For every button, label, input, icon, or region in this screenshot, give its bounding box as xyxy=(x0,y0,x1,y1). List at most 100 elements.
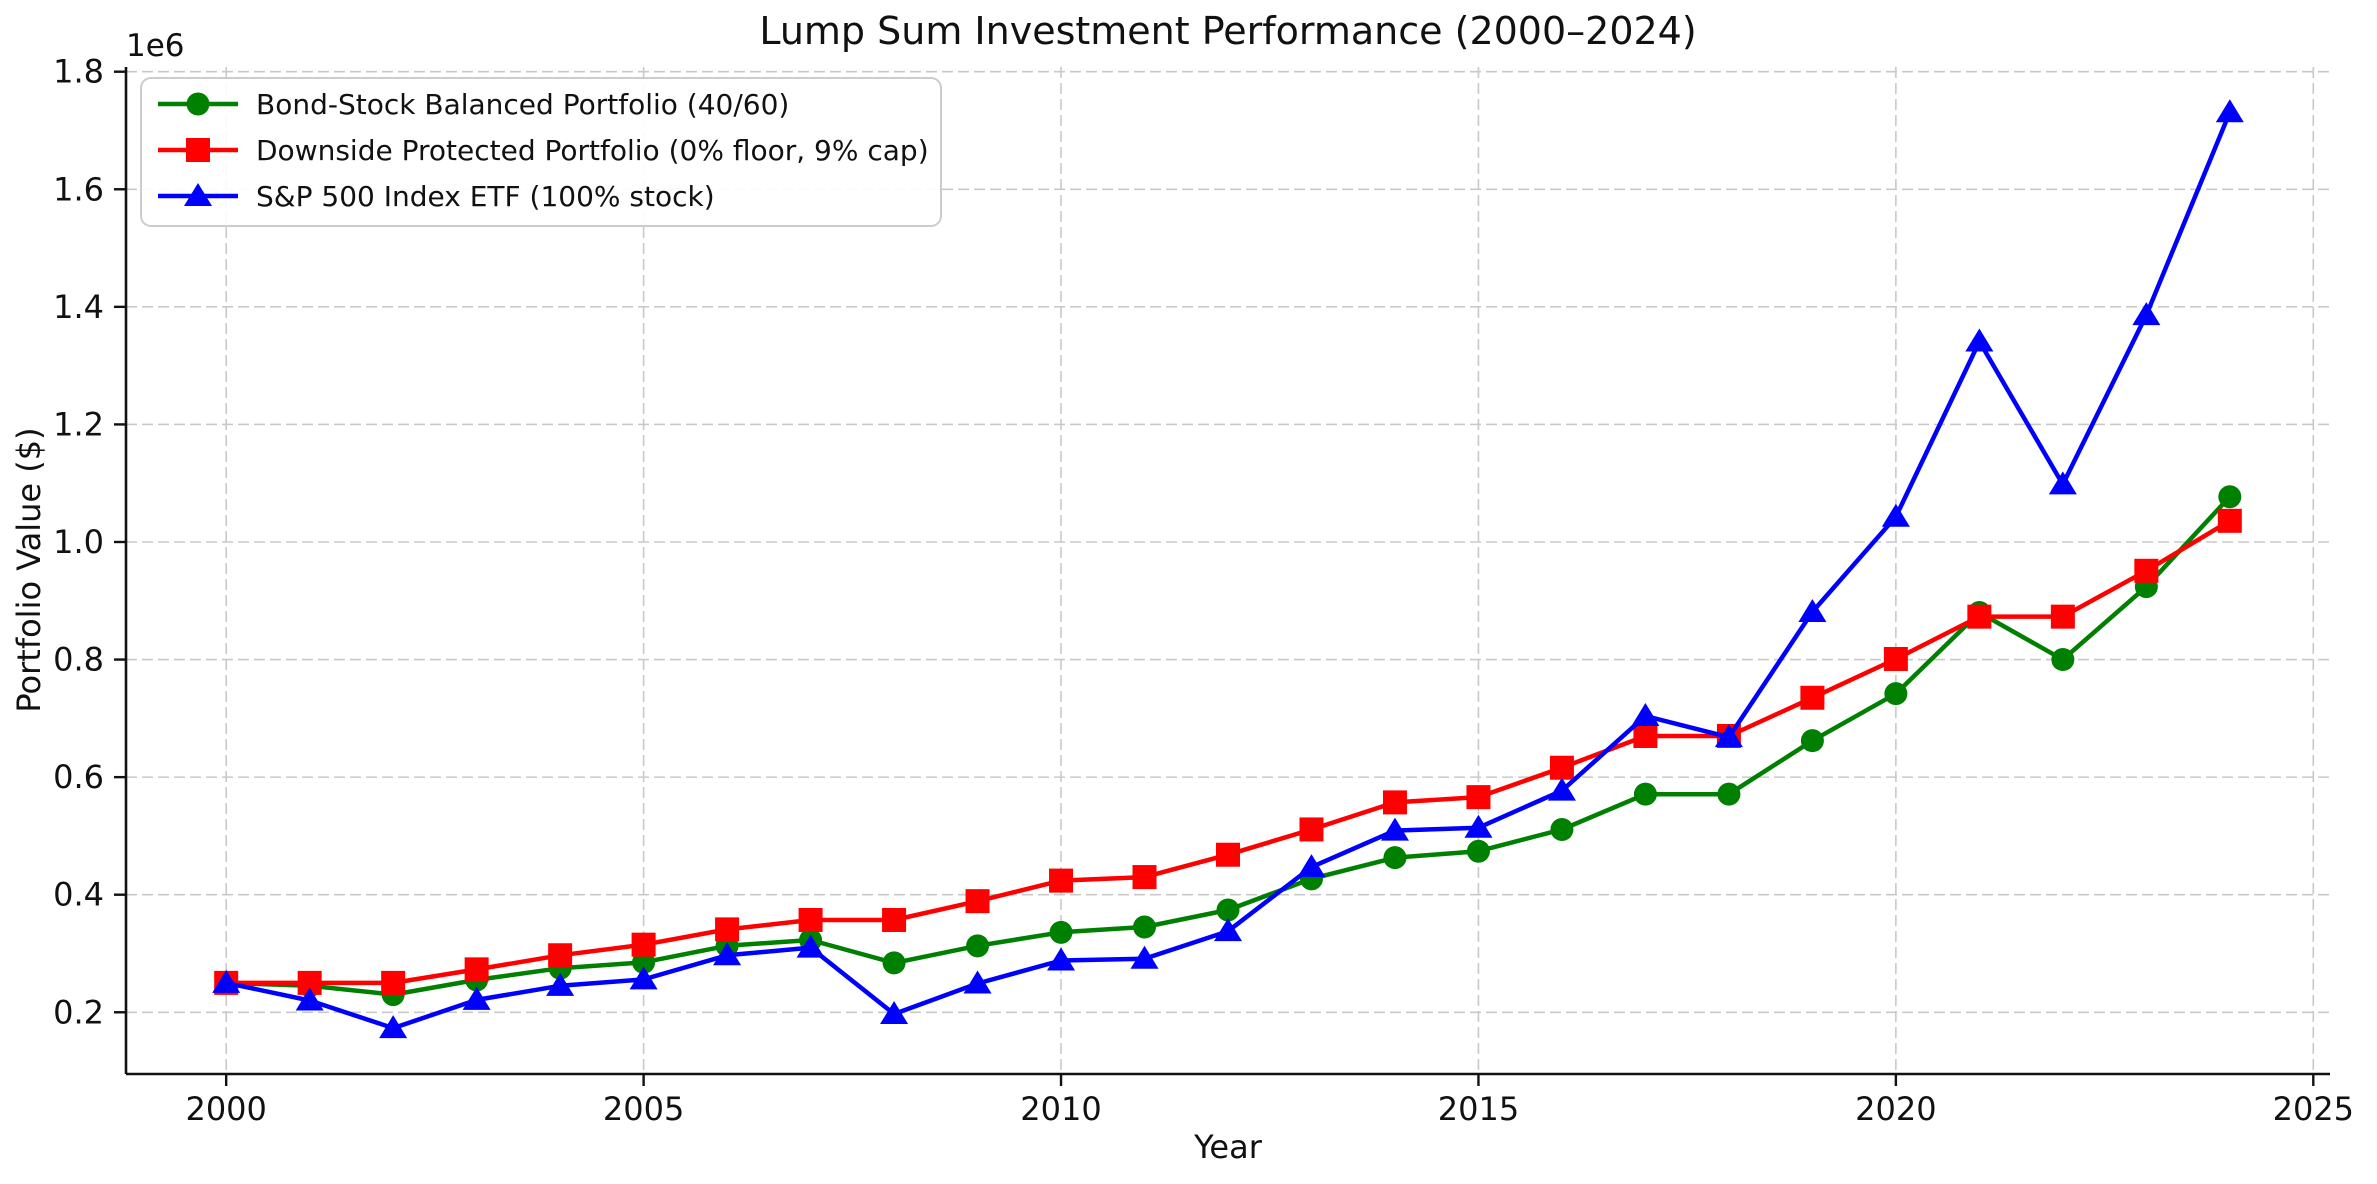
legend-item-protected: Downside Protected Portfolio (0% floor, … xyxy=(158,134,929,167)
marker-sp500 xyxy=(796,934,825,958)
x-tick-label: 2025 xyxy=(2273,1090,2354,1128)
y-axis-offset-text: 1e6 xyxy=(126,28,185,64)
marker-balanced xyxy=(1550,817,1574,841)
marker-protected xyxy=(381,970,406,995)
x-tick-label: 2005 xyxy=(603,1090,684,1128)
marker-protected xyxy=(1633,723,1658,748)
marker-sp500 xyxy=(546,972,575,996)
series-protected xyxy=(214,508,2242,995)
legend-item-balanced: Bond-Stock Balanced Portfolio (40/60) xyxy=(158,88,789,121)
x-tick-label: 2000 xyxy=(185,1090,266,1128)
y-tick-label: 0.8 xyxy=(53,641,104,679)
marker-protected xyxy=(798,907,823,932)
marker-protected xyxy=(1883,646,1908,671)
marker-sp500 xyxy=(1965,328,1994,352)
marker-protected xyxy=(1800,685,1825,710)
marker-balanced xyxy=(1466,839,1490,863)
marker-protected xyxy=(464,957,489,982)
marker-protected xyxy=(1466,785,1491,810)
marker-sp500 xyxy=(2132,302,2161,326)
marker-protected xyxy=(1967,604,1992,629)
gridlines xyxy=(126,67,2330,1074)
marker-protected xyxy=(1299,817,1324,842)
marker-sp500 xyxy=(880,1001,909,1025)
y-tick-label: 1.8 xyxy=(53,53,104,91)
axes-spines xyxy=(124,67,2330,1076)
x-axis-label: Year xyxy=(1193,1128,1263,1166)
legend-marker-protected xyxy=(186,138,210,162)
marker-protected xyxy=(1132,865,1157,890)
marker-protected xyxy=(1382,790,1407,815)
series-line-sp500 xyxy=(223,110,2233,1031)
x-tick-label: 2010 xyxy=(1020,1090,1101,1128)
marker-balanced xyxy=(2051,648,2075,672)
legend: Bond-Stock Balanced Portfolio (40/60) Dow… xyxy=(140,77,942,227)
legend-label-sp500: S&P 500 Index ETF (100% stock) xyxy=(256,180,715,213)
y-tick-label: 0.6 xyxy=(53,758,104,796)
marker-balanced xyxy=(1216,898,1240,922)
marker-protected xyxy=(1216,842,1240,867)
marker-sp500 xyxy=(2215,99,2244,123)
marker-sp500 xyxy=(629,966,658,990)
axis-tick-labels: 2000 2005 2010 2015 2020 2025 0.2 0.4 0.6 0.8 1.0 1… xyxy=(53,53,2354,1128)
marker-sp500 xyxy=(1380,817,1409,841)
marker-balanced xyxy=(966,934,990,958)
marker-protected xyxy=(965,889,990,914)
y-tick-label: 0.4 xyxy=(53,876,104,914)
marker-balanced xyxy=(1049,920,1073,944)
marker-sp500 xyxy=(963,970,992,994)
y-axis-label: Portfolio Value ($) xyxy=(10,427,48,712)
marker-sp500 xyxy=(1631,702,1660,726)
marker-balanced xyxy=(1133,915,1157,939)
marker-sp500 xyxy=(1881,503,1910,527)
marker-protected xyxy=(1049,868,1074,893)
marker-protected xyxy=(715,917,740,942)
legend-frame xyxy=(140,77,942,227)
marker-sp500 xyxy=(1297,854,1326,878)
marker-sp500 xyxy=(1464,814,1493,838)
marker-sp500 xyxy=(1047,947,1076,971)
marker-sp500 xyxy=(462,986,491,1010)
marker-sp500 xyxy=(379,1015,408,1039)
y-tick-label: 1.0 xyxy=(53,523,104,561)
marker-sp500 xyxy=(1214,918,1242,942)
marker-sp500 xyxy=(1714,724,1743,748)
marker-protected xyxy=(882,907,907,932)
marker-protected xyxy=(548,943,573,968)
marker-balanced xyxy=(2218,485,2242,509)
marker-balanced xyxy=(1383,846,1407,870)
series-sp500 xyxy=(212,99,2244,1039)
data-series xyxy=(212,99,2244,1039)
marker-protected xyxy=(2217,508,2242,533)
marker-balanced xyxy=(882,951,906,975)
marker-balanced xyxy=(1884,682,1908,706)
x-tick-label: 2020 xyxy=(1855,1090,1936,1128)
marker-balanced xyxy=(1633,782,1657,806)
marker-protected xyxy=(2050,604,2075,629)
marker-protected xyxy=(631,932,656,957)
axis-ticks xyxy=(114,70,2315,1086)
y-tick-label: 1.2 xyxy=(53,405,104,443)
x-tick-label: 2015 xyxy=(1438,1090,1519,1128)
marker-balanced xyxy=(1800,729,1824,753)
marker-sp500 xyxy=(713,942,742,966)
chart-title: Lump Sum Investment Performance (2000–20… xyxy=(759,9,1696,53)
legend-item-sp500: S&P 500 Index ETF (100% stock) xyxy=(158,180,715,213)
marker-sp500 xyxy=(1798,598,1827,622)
y-tick-label: 1.4 xyxy=(53,288,104,326)
y-tick-label: 0.2 xyxy=(53,993,104,1031)
marker-balanced xyxy=(1717,782,1741,806)
legend-marker-balanced xyxy=(186,92,210,116)
marker-sp500 xyxy=(295,987,324,1011)
marker-sp500 xyxy=(1547,777,1576,801)
marker-sp500 xyxy=(1130,945,1159,969)
legend-label-protected: Downside Protected Portfolio (0% floor, … xyxy=(256,134,929,167)
y-tick-label: 1.6 xyxy=(53,170,104,208)
legend-label-balanced: Bond-Stock Balanced Portfolio (40/60) xyxy=(256,88,789,121)
marker-sp500 xyxy=(2048,471,2077,495)
marker-protected xyxy=(2134,558,2159,583)
legend-marker-sp500 xyxy=(184,183,212,206)
marker-protected xyxy=(1549,755,1574,780)
